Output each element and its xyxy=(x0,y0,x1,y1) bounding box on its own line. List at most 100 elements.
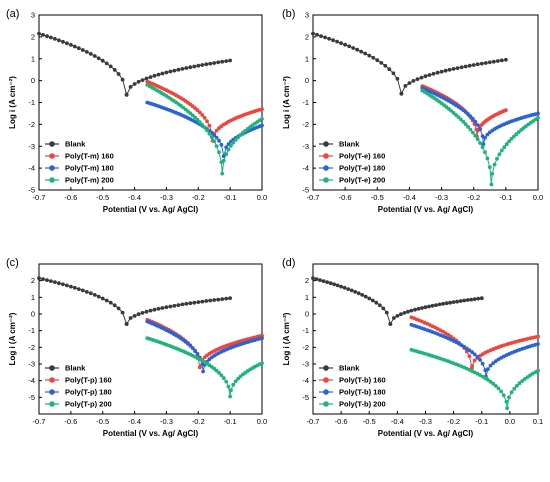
data-point xyxy=(495,59,500,63)
data-point xyxy=(346,287,351,291)
data-point xyxy=(214,144,219,149)
data-point xyxy=(156,306,161,311)
data-point xyxy=(188,65,193,70)
x-tick-label: -0.5 xyxy=(371,193,384,202)
legend-label: Poly(T-e) 160 xyxy=(339,152,385,161)
data-point xyxy=(415,77,420,81)
data-point xyxy=(472,297,477,301)
data-point xyxy=(467,354,472,358)
data-point xyxy=(375,58,380,63)
data-point xyxy=(184,301,189,306)
data-point xyxy=(507,139,511,144)
data-point xyxy=(478,358,482,362)
data-point xyxy=(260,123,264,128)
legend-marker xyxy=(323,141,329,147)
data-point xyxy=(468,127,473,132)
series-0 xyxy=(37,31,233,97)
data-point xyxy=(108,300,113,305)
legend-marker xyxy=(49,365,55,371)
data-point xyxy=(479,61,484,66)
data-point xyxy=(193,115,198,120)
data-point xyxy=(475,355,480,359)
data-point xyxy=(487,165,492,170)
data-point xyxy=(224,145,229,150)
data-point xyxy=(217,370,221,375)
data-point xyxy=(132,82,137,86)
legend-marker xyxy=(323,365,329,371)
data-point xyxy=(504,142,509,147)
data-point xyxy=(441,301,445,306)
data-point xyxy=(207,123,212,128)
data-point xyxy=(168,69,173,74)
data-point xyxy=(229,388,233,393)
data-point xyxy=(193,348,198,353)
data-point xyxy=(439,69,444,74)
data-point xyxy=(221,158,226,163)
data-point xyxy=(471,63,476,67)
data-point xyxy=(403,84,408,88)
data-point xyxy=(176,303,181,307)
data-point xyxy=(148,308,153,313)
data-point xyxy=(342,285,347,290)
x-tick-label: 0.0 xyxy=(533,193,543,202)
data-point xyxy=(128,85,133,89)
data-point xyxy=(195,117,200,122)
data-point xyxy=(164,305,169,310)
x-tick-label: -0.1 xyxy=(224,417,237,426)
series-line xyxy=(411,349,539,409)
data-point xyxy=(495,156,499,161)
data-point xyxy=(377,303,382,308)
data-point xyxy=(196,300,201,304)
data-point xyxy=(116,72,121,76)
data-point xyxy=(260,107,264,111)
data-point xyxy=(471,117,475,121)
y-tick-label: -2 xyxy=(302,343,309,352)
panel-label: (a) xyxy=(6,8,19,20)
data-point xyxy=(479,296,484,301)
data-point xyxy=(180,67,185,71)
y-tick-label: -1 xyxy=(28,326,35,335)
data-point xyxy=(343,42,347,47)
data-point xyxy=(522,377,527,381)
data-point xyxy=(473,119,478,124)
data-point xyxy=(318,278,322,282)
data-point xyxy=(192,300,197,305)
data-point xyxy=(96,56,101,61)
legend-marker xyxy=(49,377,55,383)
series-1 xyxy=(409,315,540,371)
panel-a: (a) -0.7 -0.6 -0.5 -0.4 -0.3 -0.2 -0.1 0.0 -5 -4 -3… xyxy=(6,8,267,214)
data-point xyxy=(483,61,488,65)
data-point xyxy=(238,133,243,137)
y-tick-label: -5 xyxy=(28,393,35,402)
data-point xyxy=(517,381,522,386)
legend-label: Blank xyxy=(339,140,360,149)
data-point xyxy=(200,113,205,117)
data-point xyxy=(180,302,185,307)
data-point xyxy=(152,73,157,78)
legend-marker xyxy=(323,153,329,159)
data-point xyxy=(483,150,487,155)
y-tick-label: 2 xyxy=(305,32,309,41)
data-point xyxy=(315,32,319,37)
data-point xyxy=(88,52,93,56)
data-point xyxy=(339,284,343,289)
y-tick-label: -4 xyxy=(28,376,35,385)
data-point xyxy=(84,50,89,54)
data-point xyxy=(493,384,498,388)
x-tick-label: -0.7 xyxy=(307,417,320,426)
data-point xyxy=(505,406,509,411)
data-point xyxy=(184,66,189,70)
legend-label: Poly(T-p) 160 xyxy=(65,376,112,385)
y-tick-label: -1 xyxy=(302,98,309,107)
data-point xyxy=(124,92,129,97)
data-point xyxy=(507,395,511,400)
data-point xyxy=(395,314,400,318)
data-point xyxy=(499,148,504,153)
data-point xyxy=(504,108,508,113)
data-point xyxy=(427,73,432,77)
data-point xyxy=(502,145,507,150)
x-tick-label: -0.7 xyxy=(33,193,46,202)
data-point xyxy=(353,290,358,294)
data-point xyxy=(53,37,57,41)
